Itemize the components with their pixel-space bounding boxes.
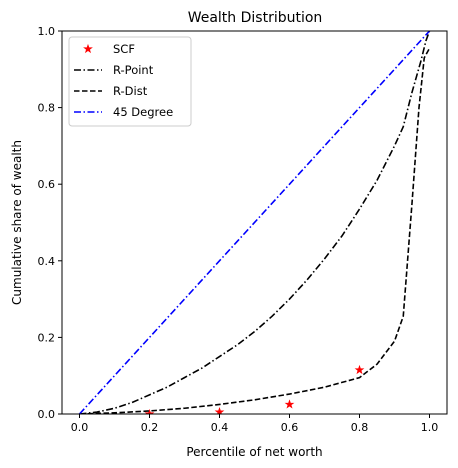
y-tick-label: 0.4 (38, 255, 56, 268)
x-tick-label: 0.6 (281, 421, 299, 434)
x-tick-label: 0.0 (71, 421, 89, 434)
scf-data-point (284, 399, 295, 409)
legend-label-45-degree: 45 Degree (113, 105, 173, 119)
y-tick-label: 1.0 (38, 25, 56, 38)
chart-title: Wealth Distribution (188, 10, 323, 26)
r-dist-line (79, 47, 431, 414)
x-tick-label: 0.2 (141, 421, 159, 434)
scf-data-point (144, 408, 155, 414)
x-tick-label: 0.4 (211, 421, 229, 434)
x-axis-ticks: 0.0 0.2 0.4 0.6 0.8 1.0 (71, 414, 439, 434)
plot-area (61, 30, 448, 415)
y-axis-ticks: 0.0 0.2 0.4 0.6 0.8 1.0 (38, 25, 62, 421)
x-axis-title: Percentile of net worth (186, 445, 322, 459)
r-point-line (79, 31, 431, 414)
y-axis-title: Cumulative share of wealth (10, 140, 24, 305)
legend-marker-scf (83, 43, 93, 54)
y-tick-label: 0.2 (38, 331, 56, 344)
legend-label-scf: SCF (113, 42, 135, 56)
legend-label-r-point: R-Point (113, 63, 154, 77)
y-tick-label: 0.6 (38, 178, 56, 191)
scf-data-point (354, 364, 365, 375)
45-degree-line (78, 31, 431, 414)
x-tick-label: 1.0 (421, 421, 439, 434)
y-tick-label: 0.0 (38, 408, 56, 421)
y-tick-label: 0.8 (38, 102, 56, 115)
x-tick-label: 0.8 (351, 421, 369, 434)
plot-frame (61, 30, 448, 415)
legend-entries: SCF R-Point R-Dist 45 Degree (74, 42, 173, 119)
legend: SCF R-Point R-Dist 45 Degree (68, 36, 192, 127)
series-layer (78, 31, 431, 414)
legend-label-r-dist: R-Dist (113, 84, 148, 98)
legend-box (68, 36, 192, 127)
